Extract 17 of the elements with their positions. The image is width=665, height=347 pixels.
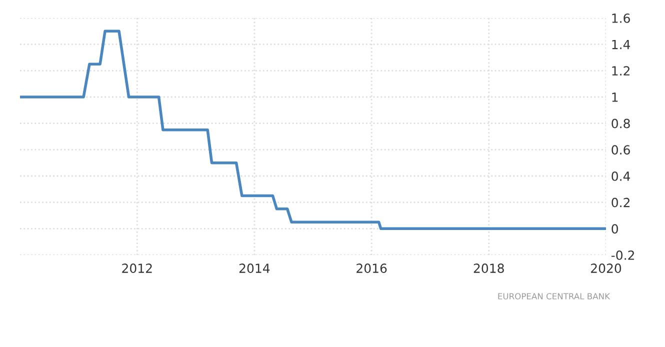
y-tick-label: 1.4: [612, 40, 630, 50]
y-tick-label: 1: [612, 92, 618, 102]
x-tick-label: 2016: [356, 264, 387, 274]
x-tick-label: 2014: [239, 264, 270, 274]
line-series: [20, 30, 606, 230]
y-tick-label: 0.2: [612, 198, 630, 208]
y-tick-label: 1.6: [612, 13, 630, 23]
y-tick-label: -0.2: [611, 250, 634, 260]
y-tick-label: 0.8: [612, 118, 630, 128]
y-tick-label: 0.6: [612, 145, 630, 155]
x-tick-label: 2018: [474, 264, 504, 274]
y-tick-label: 1.2: [612, 66, 630, 76]
x-tick-label: 2012: [122, 264, 152, 274]
y-tick-label: 0: [612, 224, 618, 234]
x-tick-label: 2020: [591, 264, 622, 274]
text: EUROPEAN CENTRAL BANK: [498, 293, 610, 300]
y-tick-label: 0.4: [612, 171, 630, 181]
